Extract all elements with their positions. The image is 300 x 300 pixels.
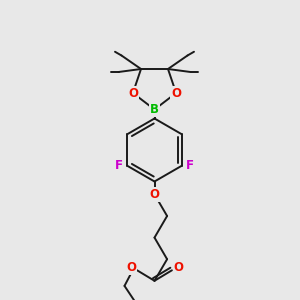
Text: O: O — [126, 261, 136, 274]
Text: B: B — [150, 103, 159, 116]
Text: O: O — [149, 188, 160, 201]
Text: O: O — [128, 86, 138, 100]
Text: O: O — [173, 261, 184, 274]
Text: F: F — [186, 159, 194, 172]
Text: F: F — [115, 159, 123, 172]
Text: O: O — [171, 86, 181, 100]
